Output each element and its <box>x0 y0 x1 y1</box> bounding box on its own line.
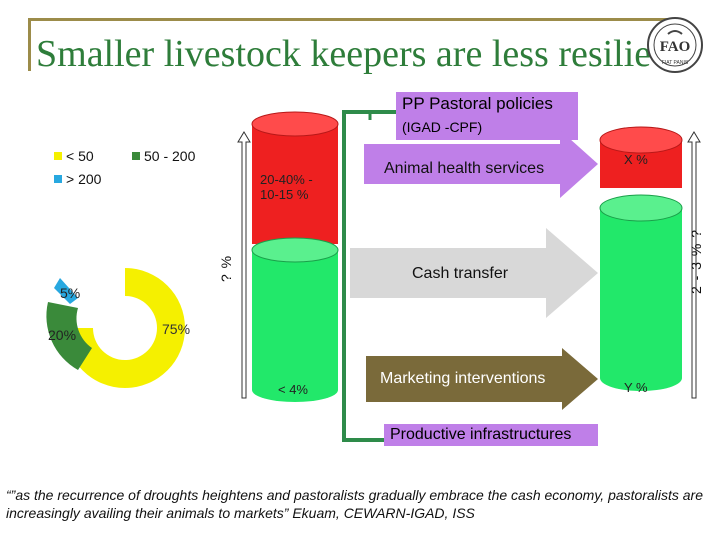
title-frame <box>28 18 681 71</box>
policy-bracket <box>342 110 396 442</box>
left-cylinder-bottom-label: < 4% <box>278 382 308 397</box>
animal-health-arrow <box>364 130 598 198</box>
cash-transfer-arrow <box>350 228 598 318</box>
legend-label-50-200: 50 - 200 <box>144 148 196 164</box>
left-cylinder-top-label: 20-40% - 10-15 % <box>260 172 313 202</box>
pie-slice-20 <box>46 302 92 370</box>
legend-swatch-50-200 <box>132 152 140 160</box>
pie-label-5: 5% <box>60 285 80 301</box>
pastoral-policies-box <box>396 92 578 140</box>
pie-slice-75 <box>65 268 185 388</box>
quote-text: “”as the recurrence of droughts heighten… <box>6 487 703 521</box>
marketing-arrow <box>366 348 598 410</box>
pastoral-policies-label: PP Pastoral policies <box>402 94 553 113</box>
legend-label-gt200: > 200 <box>66 171 102 187</box>
page-title: Smaller livestock keepers are less resil… <box>36 33 652 75</box>
pastoral-policies-sublabel: (IGAD -CPF) <box>402 119 483 135</box>
left-up-arrow <box>237 131 251 399</box>
logo-text: FAO <box>660 39 691 55</box>
right-cylinder-top-label: X % <box>624 152 648 167</box>
animal-health-label: Animal health services <box>384 160 545 177</box>
right-up-arrow <box>687 131 701 399</box>
right-cylinder-bottom-label: Y % <box>624 380 648 395</box>
productive-infrastructures-label: Productive infrastructures <box>390 426 572 443</box>
legend-swatch-gt200 <box>54 175 62 183</box>
svg-text:FIAT PANIS: FIAT PANIS <box>662 60 689 66</box>
cash-transfer-label: Cash transfer <box>412 265 509 282</box>
pie-slice-5 <box>54 278 78 304</box>
right-vertical-label: 2 - 3 % ? <box>688 228 704 294</box>
pie-label-20: 20% <box>48 327 76 343</box>
marketing-label: Marketing interventions <box>380 370 546 387</box>
left-vertical-label: ? % <box>218 254 234 282</box>
pie-label-75: 75% <box>162 321 190 337</box>
left-cylinder <box>251 111 339 402</box>
fao-logo-icon: FAO FIAT PANIS <box>647 17 703 73</box>
productive-infrastructures-box <box>384 424 598 446</box>
legend-swatch-lt50 <box>54 152 62 160</box>
herd-size-pie: 75% 20% 5% <box>46 268 190 388</box>
legend-label-lt50: < 50 <box>66 148 94 164</box>
right-cylinder <box>599 126 683 391</box>
